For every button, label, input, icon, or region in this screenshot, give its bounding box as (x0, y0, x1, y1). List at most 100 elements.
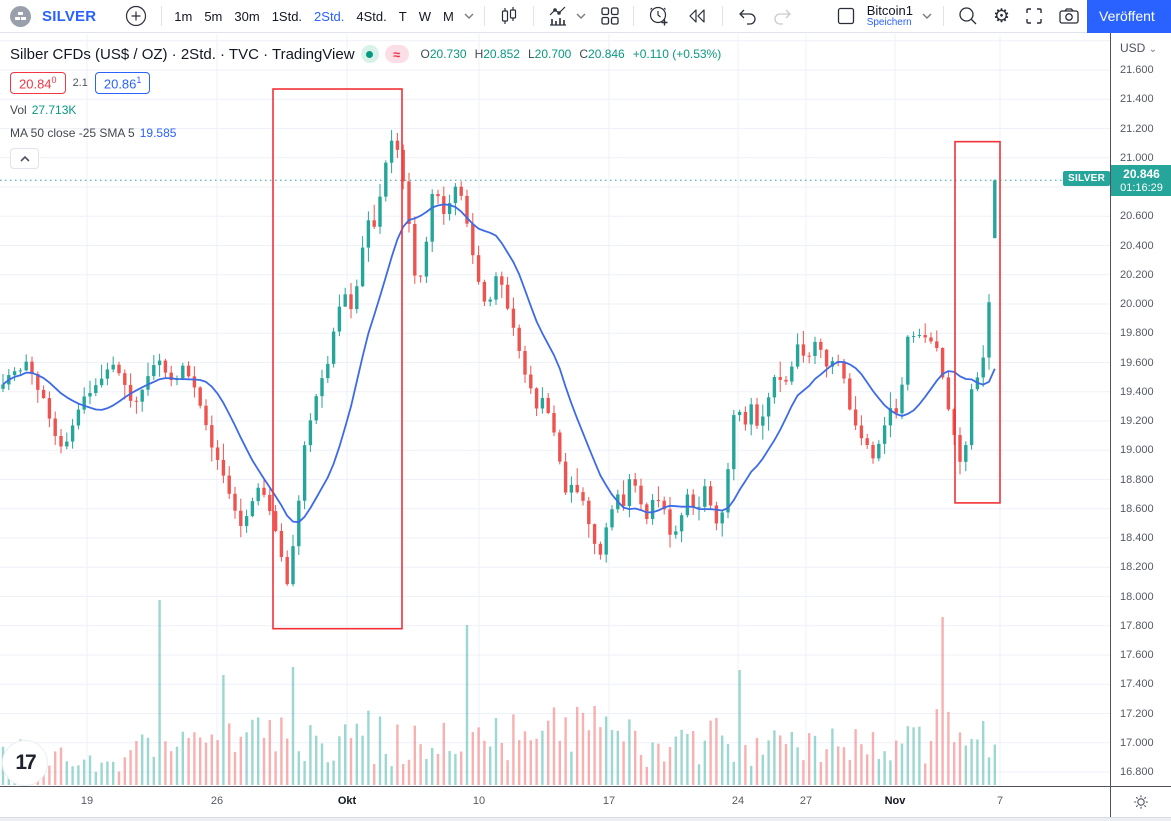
ma-line (2, 203, 996, 524)
fullscreen-button[interactable] (1017, 3, 1051, 29)
price-tick-label: 19.600 (1120, 356, 1154, 369)
time-tick-label: 27 (799, 795, 813, 807)
indicators-button[interactable] (540, 3, 593, 29)
time-tick-label: 17 (602, 795, 616, 807)
interval-button-T[interactable]: T (398, 8, 407, 24)
redo-arrow-icon (774, 9, 791, 25)
bar-countdown: 01:16:29 (1120, 182, 1163, 195)
ask-sup-digit: 1 (136, 75, 142, 85)
symbol-search-button[interactable]: SILVER (8, 3, 103, 29)
redo-button[interactable] (765, 3, 801, 29)
bar-replay-button[interactable] (678, 3, 716, 29)
price-tick-label: 17.200 (1120, 707, 1154, 720)
replay-rewind-icon (689, 9, 705, 23)
buy-ask-button[interactable]: 20.861 (94, 72, 151, 95)
time-tick-label: Nov (884, 795, 906, 807)
axis-settings-corner[interactable] (1110, 786, 1171, 817)
layout-name-button[interactable]: Bitcoin1 Speichern (863, 4, 917, 28)
change-value: +0.110 (+0.53%) (632, 47, 722, 61)
price-tick-label: 18.400 (1120, 532, 1154, 544)
volume-label: Vol (10, 103, 27, 118)
interval-button-W[interactable]: W (418, 8, 431, 24)
undo-button[interactable] (729, 3, 765, 29)
layout-panel-button[interactable] (829, 3, 863, 29)
layout-menu-button[interactable] (917, 3, 937, 29)
symbol-title[interactable]: Silber CFDs (US$ / OZ) · 2Std. · TVC · T… (10, 45, 355, 63)
chart-style-button[interactable] (491, 3, 527, 29)
legend-collapse-button[interactable] (10, 148, 39, 170)
volume-bars (1, 600, 996, 785)
close-value: 20.846 (588, 47, 625, 61)
grid-layout-icon (601, 7, 619, 25)
price-tick-label: 19.200 (1120, 415, 1154, 427)
interval-button-M[interactable]: M (443, 8, 454, 24)
candles (1, 130, 997, 587)
price-tick-label: 18.200 (1120, 561, 1154, 574)
save-label: Speichern (866, 16, 912, 28)
alert-button[interactable] (640, 3, 678, 29)
compare-add-button[interactable] (117, 3, 155, 29)
ask-price: 20.86 (103, 76, 137, 92)
price-axis[interactable]: USD ⌄ 21.600 21.400 21.200 21.000 20.600 20.4… (1110, 33, 1171, 786)
last-price-value: 20.846 (1123, 167, 1160, 182)
drawing-rectangles[interactable] (272, 88, 1001, 630)
volume-value: 27.713K (31, 103, 77, 118)
price-tick-label: 18.600 (1120, 502, 1154, 515)
price-tick-label: 18.800 (1120, 473, 1154, 486)
delayed-data-icon[interactable]: ≈ (384, 45, 409, 63)
price-tick-label: 20.200 (1120, 268, 1154, 281)
price-tick-label: 21.400 (1120, 93, 1154, 106)
interval-button-1Std.[interactable]: 1Std. (271, 8, 303, 24)
toolbar-separator (483, 6, 485, 26)
volume-study-row[interactable]: Vol 27.713K (10, 103, 721, 117)
chevron-down-icon (576, 13, 586, 19)
toolbar-separator (532, 6, 534, 26)
indicators-icon (549, 6, 566, 26)
settings-button[interactable]: ⚙ (986, 3, 1017, 29)
undo-arrow-icon (738, 9, 756, 25)
low-label: L (527, 47, 535, 61)
price-tick-label: 21.200 (1120, 122, 1154, 135)
ma-label: MA 50 close -25 SMA 5 (10, 126, 135, 141)
quick-search-button[interactable] (950, 3, 986, 29)
time-tick-label: 19 (80, 795, 94, 807)
toolbar-separator (942, 6, 944, 26)
toolbar-separator (632, 6, 634, 26)
price-tick-label: 17.400 (1120, 678, 1154, 691)
interval-menu-button[interactable] (460, 3, 478, 29)
open-value: 20.730 (429, 47, 467, 61)
time-tick-label: 24 (731, 795, 745, 807)
price-axis-currency-selector[interactable]: USD ⌄ (1120, 41, 1157, 55)
price-tick-label: 17.000 (1120, 736, 1154, 749)
interval-button-4Std.[interactable]: 4Std. (356, 8, 387, 24)
tradingview-watermark: 17 (2, 740, 48, 786)
market-open-status-icon[interactable] (360, 45, 379, 63)
time-axis[interactable]: 19 26 Okt 10 17 24 27 Nov 7 (0, 786, 1110, 817)
last-price-symbol-tag: SILVER (1063, 171, 1111, 187)
price-tick-label: 18.000 (1120, 590, 1154, 603)
sell-bid-button[interactable]: 20.840 (10, 72, 66, 95)
snapshot-button[interactable] (1051, 3, 1087, 29)
ma-study-row[interactable]: MA 50 close -25 SMA 5 19.585 (10, 126, 721, 140)
time-tick-label: 26 (210, 795, 224, 807)
currency-label: USD (1120, 41, 1146, 55)
interval-button-30m[interactable]: 30m (234, 8, 260, 24)
interval-button-5m[interactable]: 5m (204, 8, 223, 24)
chart-legend: Silber CFDs (US$ / OZ) · 2Std. · TVC · T… (10, 44, 722, 170)
indicator-templates-button[interactable] (593, 3, 627, 29)
price-chart[interactable] (0, 33, 1110, 786)
interval-button-2Std.[interactable]: 2Std. (314, 8, 345, 24)
interval-button-1m[interactable]: 1m (174, 8, 193, 24)
sun-icon (1134, 795, 1148, 809)
top-toolbar: SILVER 1m 5m 30m 1Std. 2Std. 4Std. T W M (0, 0, 1171, 33)
gear-icon: ⚙ (992, 5, 1010, 27)
toolbar-separator (721, 6, 723, 26)
price-tick-label: 17.600 (1120, 649, 1154, 661)
layout-square-icon (837, 7, 854, 25)
chevron-down-icon (464, 13, 474, 19)
time-tick-label: 10 (472, 795, 486, 807)
ma-value: 19.585 (139, 126, 177, 141)
time-tick-label: 7 (996, 795, 1004, 807)
publish-button[interactable]: Veröffent (1087, 0, 1171, 33)
